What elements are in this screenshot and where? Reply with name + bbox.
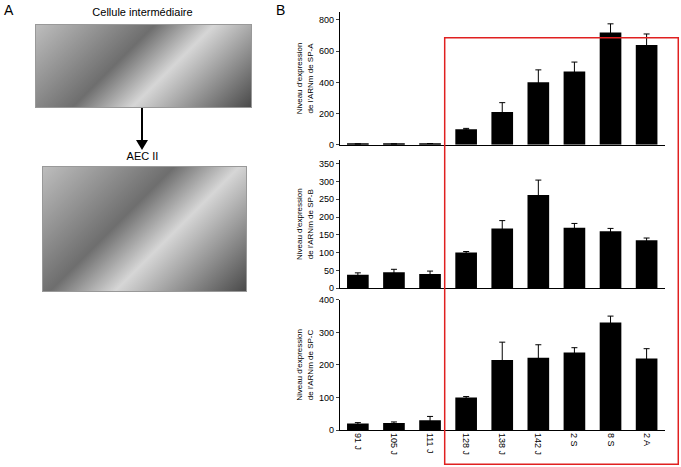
svg-text:Niveau d'expressionde l'ARNm d: Niveau d'expressionde l'ARNm de SP-A — [295, 43, 314, 115]
svg-text:600: 600 — [319, 46, 334, 56]
svg-text:250: 250 — [319, 194, 334, 204]
svg-text:200: 200 — [319, 212, 334, 222]
svg-text:400: 400 — [319, 78, 334, 88]
svg-text:200: 200 — [319, 109, 334, 119]
svg-text:Niveau d'expressionde l'ARNm d: Niveau d'expressionde l'ARNm de SP-B — [295, 188, 314, 260]
svg-text:100: 100 — [319, 393, 334, 403]
svg-text:400: 400 — [319, 295, 334, 305]
svg-text:200: 200 — [319, 360, 334, 370]
svg-text:2 A: 2 A — [642, 433, 652, 446]
svg-text:91 J: 91 J — [353, 433, 363, 450]
svg-text:0: 0 — [329, 140, 334, 150]
svg-text:300: 300 — [319, 328, 334, 338]
svg-text:2 S: 2 S — [569, 433, 579, 447]
svg-text:111 J: 111 J — [425, 433, 435, 454]
html-text:Cellule intermédiaire: Cellule intermédiaire — [92, 6, 193, 18]
svg-text:128 J: 128 J — [461, 433, 471, 455]
svg-text:350: 350 — [319, 159, 334, 169]
html-text:A: A — [4, 2, 14, 18]
svg-text:8 S: 8 S — [606, 433, 616, 447]
svg-text:0: 0 — [329, 283, 334, 293]
svg-text:105 J: 105 J — [389, 433, 399, 455]
svg-text:800: 800 — [319, 15, 334, 25]
svg-text:142 J: 142 J — [533, 433, 543, 455]
svg-text:138 J: 138 J — [497, 433, 507, 455]
svg-text:50: 50 — [324, 266, 334, 276]
html-text:AEC II: AEC II — [126, 150, 159, 162]
svg-text:Niveau d'expressionde l'ARNm d: Niveau d'expressionde l'ARNm de SP-C — [295, 329, 314, 401]
svg-text:100: 100 — [319, 248, 334, 258]
html-text:B: B — [276, 2, 286, 18]
svg-text:0: 0 — [329, 425, 334, 435]
svg-text:150: 150 — [319, 230, 334, 240]
svg-text:300: 300 — [319, 177, 334, 187]
